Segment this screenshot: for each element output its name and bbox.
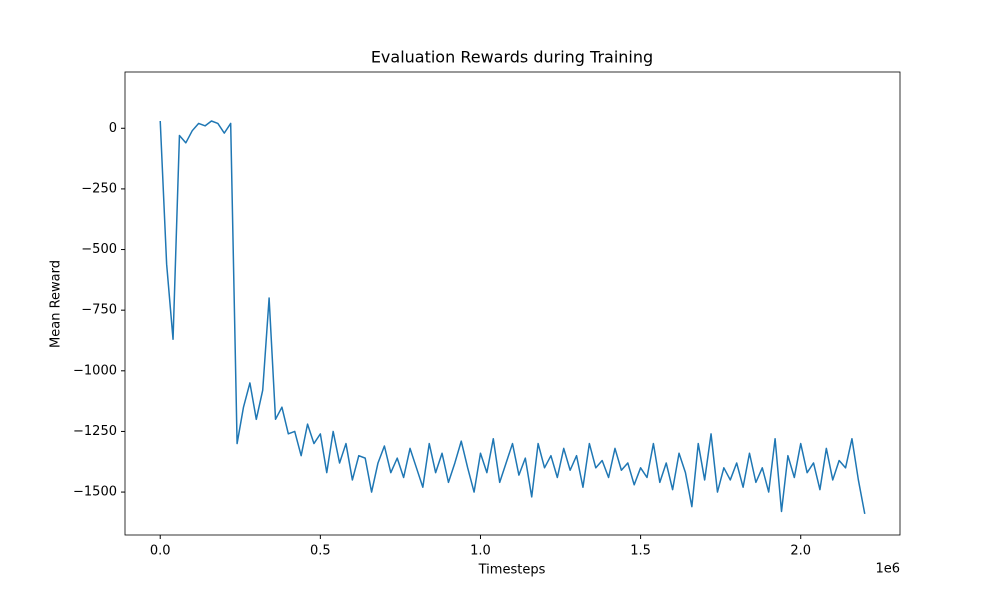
x-tick-label: 0.5 <box>310 544 331 559</box>
x-tick-label: 1.5 <box>630 544 651 559</box>
data-line <box>159 120 866 515</box>
y-tick-label: −1000 <box>73 363 117 378</box>
y-axis-label: Mean Reward <box>49 260 64 348</box>
x-axis-label: Timesteps <box>478 563 546 578</box>
y-tick-label: −750 <box>81 303 117 318</box>
x-tick-label: 0.0 <box>150 544 171 559</box>
x-offset-label: 1e6 <box>875 562 900 577</box>
x-tick-label: 1.0 <box>470 544 491 559</box>
y-tick-label: 0 <box>109 121 117 136</box>
plot-frame <box>124 71 901 536</box>
y-tick-label: −500 <box>81 242 117 257</box>
y-tick-label: −1250 <box>73 424 117 439</box>
y-tick-label: −250 <box>81 181 117 196</box>
y-tick-label: −1500 <box>73 485 117 500</box>
x-tick-label: 2.0 <box>790 544 811 559</box>
chart-title: Evaluation Rewards during Training <box>371 48 653 67</box>
